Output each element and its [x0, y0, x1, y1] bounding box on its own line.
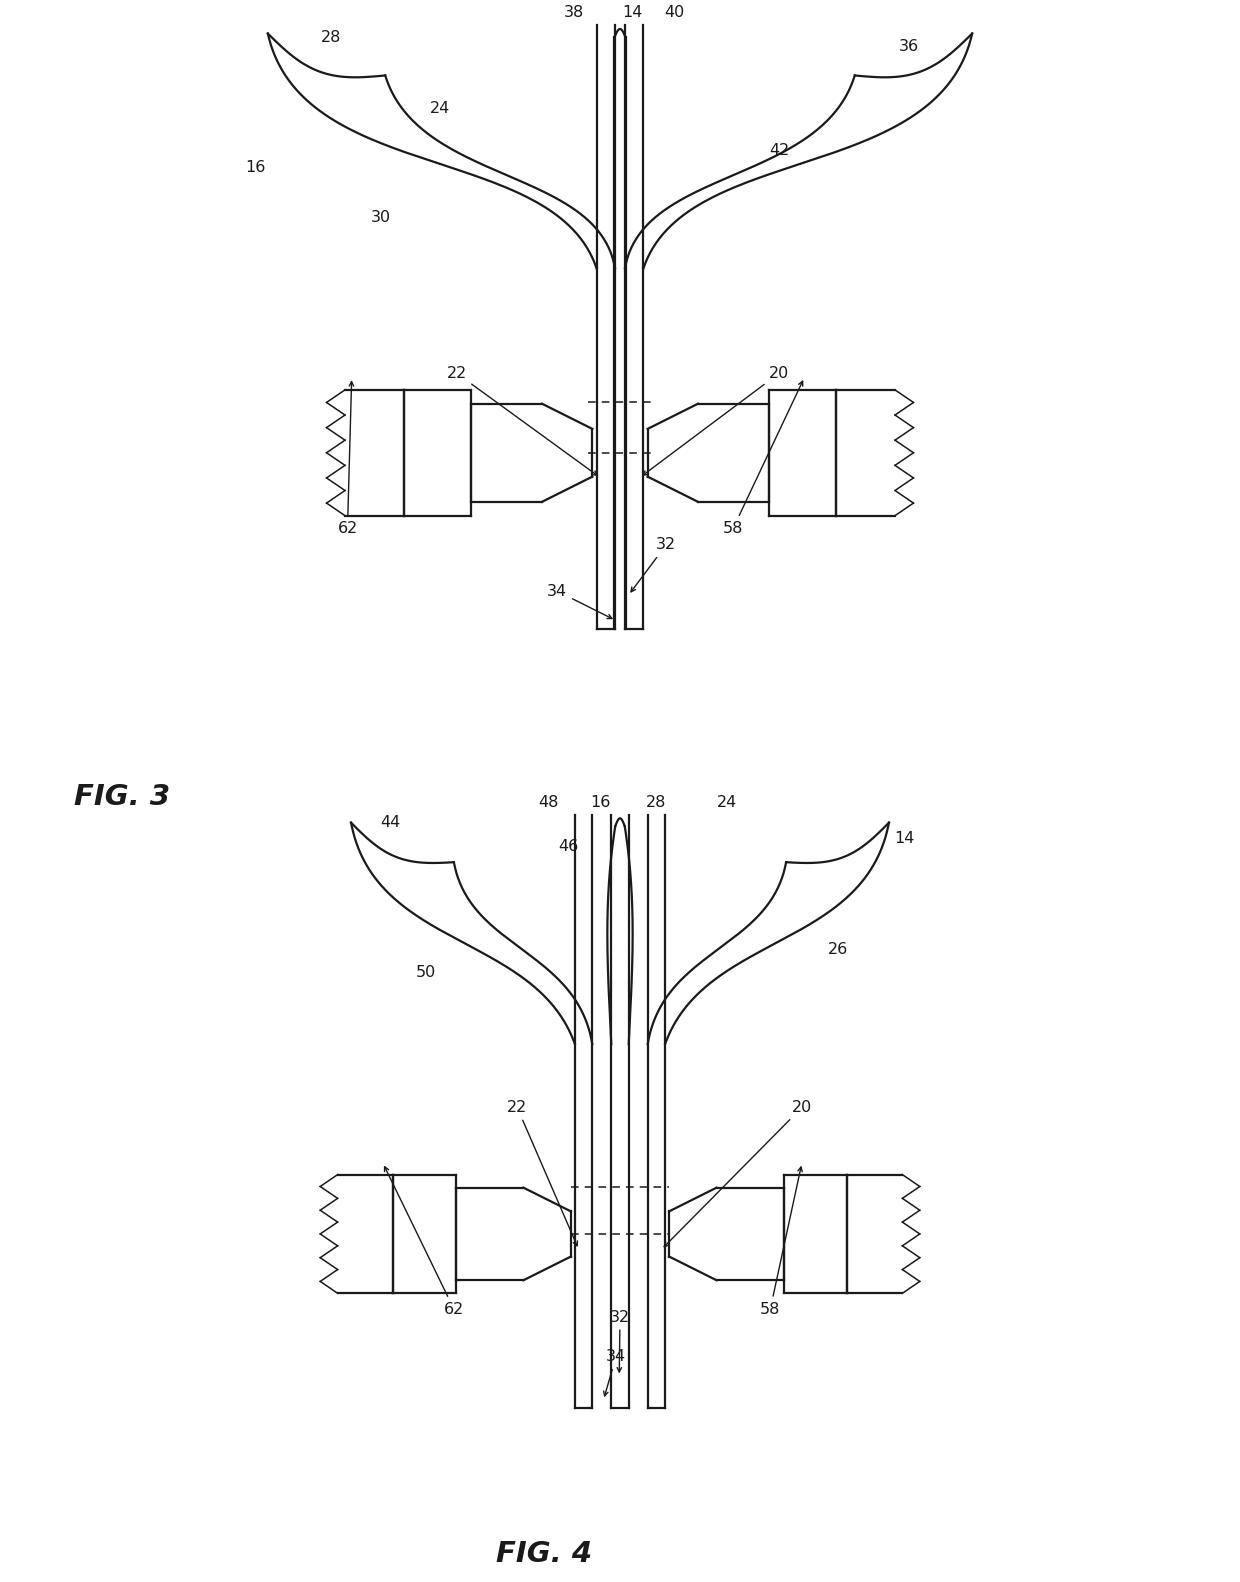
- Text: 14: 14: [894, 831, 915, 846]
- Text: 32: 32: [610, 1310, 630, 1372]
- Text: 40: 40: [665, 5, 684, 21]
- Text: 20: 20: [642, 365, 790, 475]
- Text: 34: 34: [604, 1349, 626, 1395]
- Text: 16: 16: [246, 160, 265, 176]
- Text: 62: 62: [384, 1166, 464, 1316]
- Text: 62: 62: [337, 381, 357, 536]
- Text: 34: 34: [547, 584, 611, 619]
- Text: 24: 24: [429, 101, 450, 117]
- Text: FIG. 3: FIG. 3: [74, 783, 171, 812]
- Text: 16: 16: [590, 796, 610, 810]
- Text: 44: 44: [381, 815, 401, 831]
- Text: 50: 50: [417, 965, 436, 981]
- Text: 22: 22: [507, 1099, 578, 1245]
- Text: 24: 24: [717, 796, 737, 810]
- Text: 20: 20: [665, 1099, 812, 1247]
- Text: 58: 58: [760, 1168, 802, 1316]
- Text: 14: 14: [622, 5, 642, 21]
- Text: 46: 46: [558, 838, 579, 854]
- Text: 58: 58: [723, 381, 802, 536]
- Text: 28: 28: [645, 796, 666, 810]
- Text: 48: 48: [538, 796, 559, 810]
- Text: 36: 36: [899, 38, 919, 54]
- Text: 22: 22: [446, 365, 598, 475]
- Text: 38: 38: [564, 5, 584, 21]
- Text: 32: 32: [631, 538, 676, 592]
- Text: 26: 26: [827, 941, 848, 957]
- Text: 28: 28: [321, 30, 341, 46]
- Text: 30: 30: [371, 210, 391, 226]
- Text: 42: 42: [769, 144, 790, 158]
- Text: FIG. 4: FIG. 4: [496, 1541, 593, 1568]
